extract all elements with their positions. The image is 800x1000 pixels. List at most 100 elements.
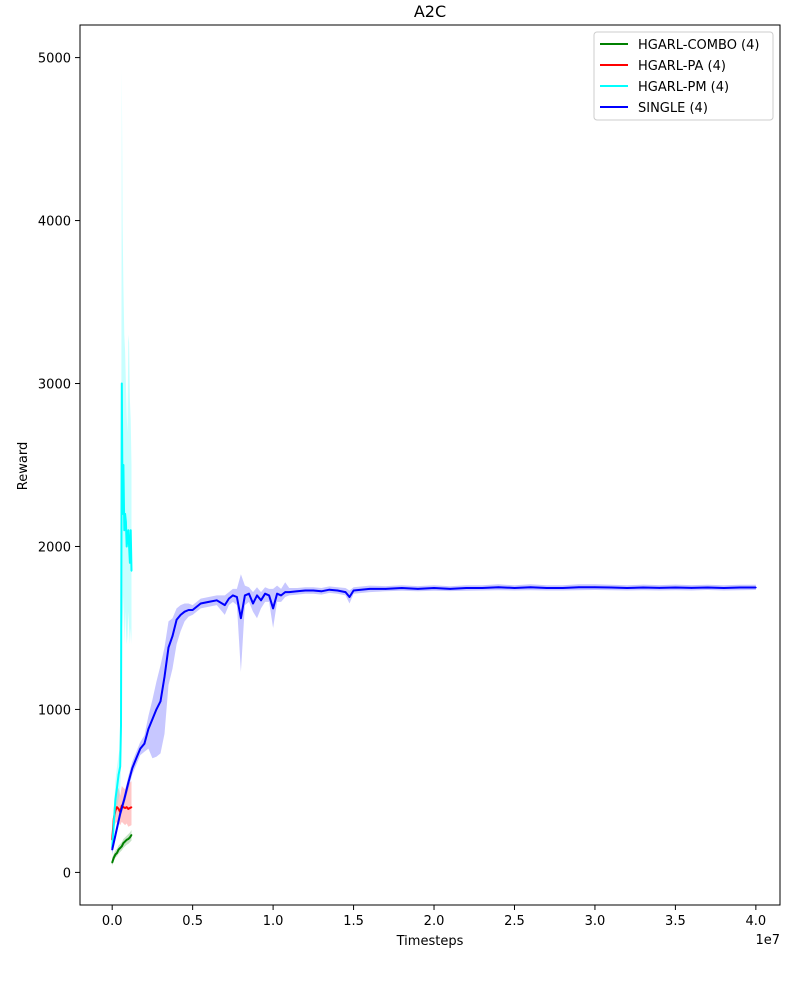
x-tick-label: 0.5 xyxy=(182,914,203,929)
point-single-4 xyxy=(344,591,347,593)
point-single-4 xyxy=(159,700,162,703)
point-single-4 xyxy=(304,589,307,592)
y-tick-label: 1000 xyxy=(38,703,71,718)
point-single-4 xyxy=(268,594,270,597)
point-single-4 xyxy=(642,586,644,589)
point-single-4 xyxy=(111,848,113,851)
y-tick-label: 5000 xyxy=(38,52,71,67)
point-single-4 xyxy=(562,587,564,589)
point-single-4 xyxy=(236,596,238,598)
x-tick-label: 4.0 xyxy=(746,914,767,929)
point-single-4 xyxy=(755,586,757,589)
point-single-4 xyxy=(658,587,661,589)
point-single-4 xyxy=(739,586,741,589)
point-hgarl-combo-4 xyxy=(116,852,118,854)
point-hgarl-pa-4 xyxy=(129,807,131,809)
point-single-4 xyxy=(626,587,628,589)
point-single-4 xyxy=(179,614,182,616)
point-hgarl-combo-4 xyxy=(124,840,126,843)
point-hgarl-pm-4 xyxy=(127,529,130,531)
point-hgarl-pm-4 xyxy=(121,513,124,515)
point-hgarl-combo-4 xyxy=(113,856,115,859)
point-hgarl-pa-4 xyxy=(124,807,126,809)
point-single-4 xyxy=(131,767,134,769)
point-single-4 xyxy=(312,589,315,592)
point-single-4 xyxy=(163,676,166,678)
point-single-4 xyxy=(171,635,174,637)
point-single-4 xyxy=(722,587,725,589)
point-single-4 xyxy=(248,592,250,595)
point-single-4 xyxy=(127,782,130,784)
point-single-4 xyxy=(191,609,194,611)
point-single-4 xyxy=(348,596,351,598)
point-hgarl-combo-4 xyxy=(127,838,130,840)
point-single-4 xyxy=(384,588,387,590)
point-single-4 xyxy=(155,708,158,711)
point-single-4 xyxy=(264,592,266,595)
x-tick-label: 1.0 xyxy=(263,914,284,929)
point-single-4 xyxy=(151,718,154,720)
point-single-4 xyxy=(260,599,262,602)
point-hgarl-pa-4 xyxy=(127,808,130,810)
point-hgarl-pm-4 xyxy=(113,822,115,825)
point-single-4 xyxy=(296,590,299,593)
point-hgarl-pm-4 xyxy=(129,529,132,531)
point-single-4 xyxy=(594,586,596,588)
point-single-4 xyxy=(216,599,218,602)
y-axis: 0 1000 2000 3000 4000 5000 xyxy=(38,52,80,881)
point-single-4 xyxy=(352,589,355,592)
point-single-4 xyxy=(497,586,500,588)
point-single-4 xyxy=(228,597,230,600)
point-hgarl-pm-4 xyxy=(128,545,130,548)
point-hgarl-pa-4 xyxy=(125,806,128,808)
point-hgarl-pa-4 xyxy=(130,806,133,808)
point-hgarl-combo-4 xyxy=(114,853,117,856)
chart-title: A2C xyxy=(414,2,446,21)
point-single-4 xyxy=(674,586,677,589)
point-single-4 xyxy=(578,586,580,588)
point-single-4 xyxy=(175,619,178,621)
y-tick-label: 3000 xyxy=(38,378,71,393)
point-single-4 xyxy=(232,594,234,597)
point-hgarl-pa-4 xyxy=(117,808,120,810)
point-single-4 xyxy=(256,594,258,597)
point-single-4 xyxy=(368,588,371,590)
point-single-4 xyxy=(449,588,451,590)
point-hgarl-pm-4 xyxy=(117,773,120,776)
x-tick-label: 3.0 xyxy=(585,914,606,929)
point-single-4 xyxy=(240,617,242,619)
legend-label-hgarl-pa-4: HGARL-PA (4) xyxy=(638,59,726,74)
point-single-4 xyxy=(187,609,190,611)
point-hgarl-pm-4 xyxy=(116,786,118,789)
confidence-bands xyxy=(112,69,756,866)
point-hgarl-pm-4 xyxy=(126,537,129,540)
point-hgarl-combo-4 xyxy=(125,839,128,841)
point-hgarl-combo-4 xyxy=(129,836,131,839)
point-single-4 xyxy=(417,588,419,590)
point-single-4 xyxy=(123,798,126,800)
band-single-4 xyxy=(112,574,756,855)
point-single-4 xyxy=(143,742,146,745)
point-single-4 xyxy=(244,594,246,597)
point-single-4 xyxy=(224,604,226,606)
point-single-4 xyxy=(529,586,532,588)
point-single-4 xyxy=(610,586,612,589)
point-single-4 xyxy=(513,587,516,589)
point-hgarl-pm-4 xyxy=(121,382,123,385)
point-single-4 xyxy=(433,587,435,589)
x-tick-label: 2.0 xyxy=(424,914,445,929)
point-hgarl-combo-4 xyxy=(130,834,133,836)
x-tick-label: 3.5 xyxy=(665,914,686,929)
point-hgarl-combo-4 xyxy=(122,842,125,844)
point-single-4 xyxy=(119,812,121,815)
line-hgarl-pm-4 xyxy=(111,382,133,849)
point-single-4 xyxy=(320,590,323,593)
point-single-4 xyxy=(545,587,548,589)
y-tick-label: 2000 xyxy=(38,540,71,555)
point-single-4 xyxy=(284,591,287,593)
legend-label-hgarl-pm-4: HGARL-PM (4) xyxy=(638,80,729,95)
point-hgarl-pa-4 xyxy=(116,806,118,808)
point-hgarl-pm-4 xyxy=(125,521,127,523)
point-hgarl-pm-4 xyxy=(124,513,126,515)
